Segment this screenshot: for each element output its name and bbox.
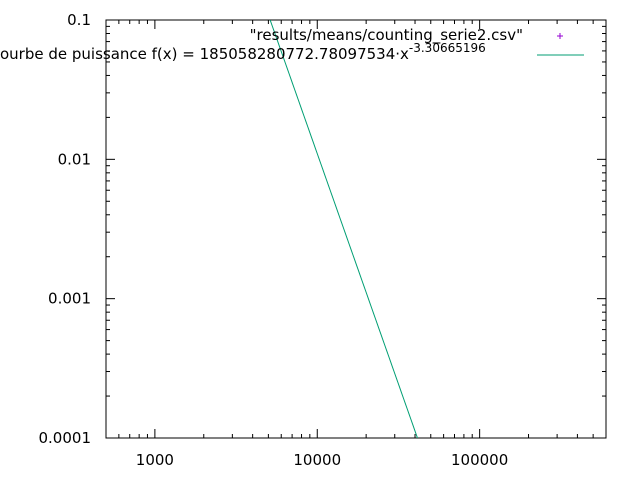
plot-frame (105, 19, 607, 439)
legend: "results/means/counting_serie2.csv"ourbe… (0, 26, 584, 63)
y-tick-label: 0.01 (58, 150, 91, 168)
legend-label-fit: ourbe de puissance f(x) = 185058280772.7… (0, 41, 486, 63)
tick-labels: 1000 10000 100000 0.1 0.01 0.001 0.0001 (39, 11, 509, 469)
y-tick-label: 0.1 (67, 11, 91, 29)
y-tick-label: 0.0001 (39, 429, 92, 447)
power-fit-line (269, 20, 419, 438)
tick-marks (105, 19, 607, 439)
x-tick-label: 10000 (293, 451, 341, 469)
series-layer (269, 20, 419, 438)
x-tick-label: 100000 (451, 451, 508, 469)
y-tick-label: 0.001 (48, 290, 91, 308)
legend-label-csv: "results/means/counting_serie2.csv" (250, 26, 523, 45)
x-tick-label: 1000 (136, 451, 174, 469)
